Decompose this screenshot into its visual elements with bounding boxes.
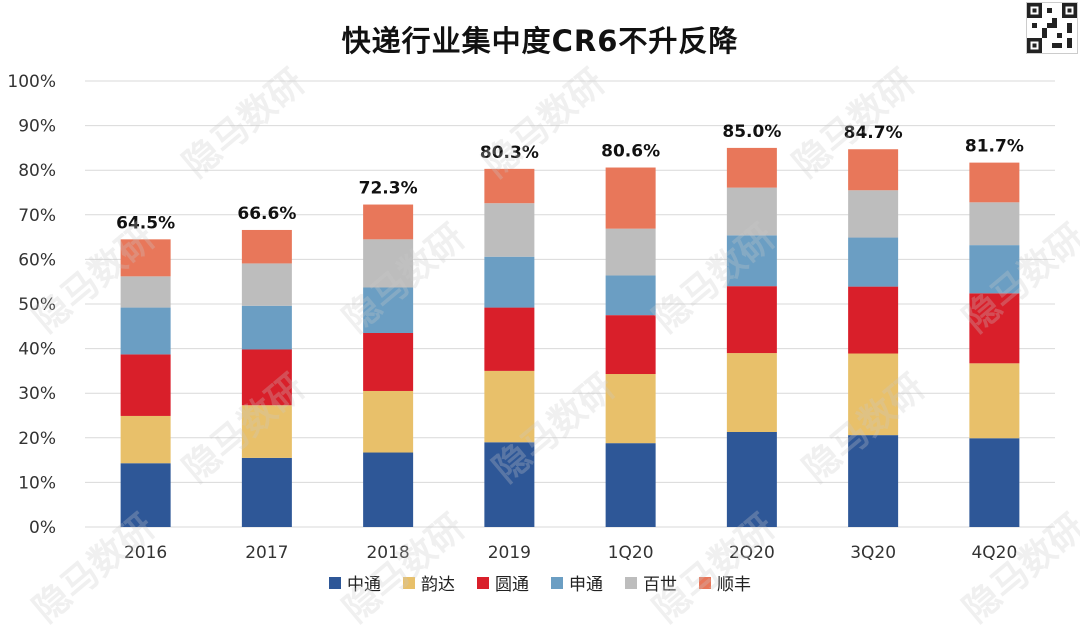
bar-segment (969, 162, 1020, 203)
legend-label: 韵达 (421, 575, 455, 595)
x-tick-label: 2Q20 (729, 543, 775, 563)
bar-segment (605, 315, 656, 375)
x-tick-label: 4Q20 (971, 543, 1017, 563)
bar-segment (120, 276, 171, 308)
bar-segment (605, 228, 656, 276)
legend-swatch (477, 576, 489, 589)
legend-item: 申通 (551, 570, 603, 595)
legend-item: 圆通 (477, 570, 529, 595)
bar-segment (120, 239, 171, 277)
bar-segment (605, 374, 656, 444)
bar-segment (848, 190, 899, 238)
total-data-label: 80.3% (480, 143, 539, 163)
y-tick-label: 30% (18, 384, 56, 404)
bar-segment (241, 457, 292, 527)
bar-segment (726, 286, 777, 354)
bar-segment (120, 354, 171, 416)
bar-segment (848, 435, 899, 527)
legend-label: 顺丰 (717, 575, 751, 595)
bar-segment (605, 275, 656, 316)
bar-segment (726, 187, 777, 236)
bar-segment (484, 370, 535, 443)
y-tick-label: 70% (18, 206, 56, 226)
x-tick-label: 2018 (366, 543, 409, 563)
x-tick-label: 2017 (245, 543, 288, 563)
bar-segment (605, 443, 656, 527)
qr-code-icon (1026, 2, 1078, 54)
bar-segment (120, 307, 171, 355)
bar-segment (969, 202, 1020, 246)
total-data-label: 80.6% (601, 142, 660, 162)
legend-item: 百世 (625, 570, 677, 595)
bar-segment (848, 149, 899, 191)
legend-item: 顺丰 (699, 570, 751, 595)
y-tick-label: 60% (18, 250, 56, 270)
bar-segment (848, 353, 899, 436)
bar-segment (605, 167, 656, 229)
bar-segment (484, 168, 535, 204)
y-tick-label: 0% (29, 518, 56, 538)
y-tick-label: 90% (18, 117, 56, 137)
x-tick-label: 2016 (124, 543, 167, 563)
legend-item: 中通 (329, 570, 381, 595)
legend-label: 中通 (347, 575, 381, 595)
bar-segment (241, 349, 292, 406)
bar-segment (969, 438, 1020, 527)
bar-segment (484, 307, 535, 371)
legend-swatch (551, 576, 563, 589)
bar-segment (969, 293, 1020, 364)
bar-segment (726, 235, 777, 287)
total-data-label: 64.5% (116, 213, 175, 233)
bar-segment (726, 353, 777, 433)
y-tick-label: 80% (18, 161, 56, 181)
legend-swatch (625, 576, 637, 589)
total-data-label: 72.3% (359, 179, 418, 199)
bar-segment (363, 332, 414, 391)
x-tick-label: 3Q20 (850, 543, 896, 563)
bar-segment (726, 147, 777, 188)
bar-segment (363, 287, 414, 333)
x-tick-label: 2019 (488, 543, 531, 563)
bar-segment (241, 229, 292, 264)
y-tick-label: 100% (7, 72, 56, 92)
legend-item: 韵达 (403, 570, 455, 595)
chart-legend: 中通 韵达 圆通 申通 百世 顺丰 (0, 570, 1080, 595)
y-tick-label: 40% (18, 340, 56, 360)
bar-segment (484, 442, 535, 527)
total-data-label: 81.7% (965, 137, 1024, 157)
legend-label: 百世 (643, 575, 677, 595)
bar-segment (241, 263, 292, 306)
y-tick-label: 10% (18, 473, 56, 493)
bar-segment (848, 286, 899, 354)
total-data-label: 66.6% (237, 204, 296, 224)
bar-segment (848, 237, 899, 287)
bar-segment (120, 463, 171, 527)
chart-title: 快递行业集中度CR6不升反降 (341, 24, 739, 58)
bar-segment (484, 203, 535, 257)
y-tick-label: 20% (18, 429, 56, 449)
legend-label: 申通 (569, 575, 603, 595)
legend-swatch (403, 576, 415, 589)
x-tick-label: 1Q20 (608, 543, 654, 563)
bar-segment (484, 256, 535, 308)
legend-swatch (699, 576, 711, 589)
total-data-label: 85.0% (722, 122, 781, 142)
legend-label: 圆通 (495, 575, 529, 595)
bar-segment (120, 415, 171, 464)
bar-segment (969, 245, 1020, 294)
bar-segment (726, 432, 777, 527)
legend-swatch (329, 576, 341, 589)
y-tick-label: 50% (18, 295, 56, 315)
bar-segment (241, 405, 292, 458)
bar-segment (363, 452, 414, 527)
total-data-label: 84.7% (844, 123, 903, 143)
bar-segment (363, 204, 414, 240)
bar-segment (241, 305, 292, 350)
stacked-bar-chart: 0% 10% 20% 30% 40% 50% 60% 70% 80% 90% 100% 64.5% 20… (7, 72, 1055, 563)
bar-segment (363, 239, 414, 288)
bar-segment (969, 363, 1020, 439)
bar-segment (363, 390, 414, 453)
